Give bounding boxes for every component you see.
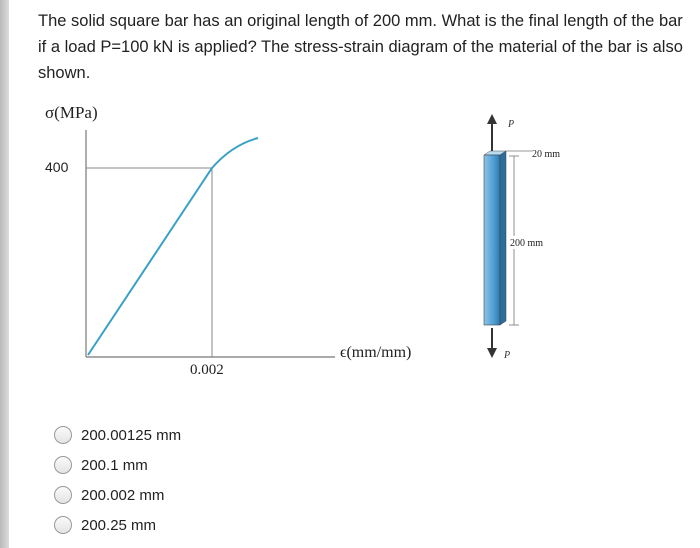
arrow-head (487, 348, 497, 358)
y-axis-label: σ(MPa) (45, 103, 98, 122)
load-label: P (503, 350, 510, 361)
radio-button[interactable] (54, 426, 72, 444)
option-label[interactable]: 200.25 mm (81, 516, 157, 534)
options: 200.00125 mm 200.1 mm 200.002 mm 200.25 mm (54, 420, 181, 540)
option[interactable]: 200.002 mm (54, 480, 181, 510)
option[interactable]: 200.25 mm (54, 510, 181, 540)
bar-diagram: P P 20 mm 200 mm (483, 114, 560, 361)
x-tick-label: 0.002 (190, 362, 224, 378)
option-label[interactable]: 200.002 mm (81, 486, 165, 504)
question-text: The solid square bar has an original len… (38, 12, 683, 82)
option-label[interactable]: 200.1 mm (81, 456, 148, 474)
length-label: 200 mm (510, 238, 543, 249)
option-label[interactable]: 200.00125 mm (81, 426, 182, 444)
stress-strain-diagram: σ(MPa) 400 0.002 ϵ(mm/mm) (45, 103, 411, 378)
radio-button[interactable] (54, 486, 72, 504)
width-label: 20 mm (532, 149, 560, 160)
radio-button[interactable] (54, 516, 72, 534)
load-label: P (507, 119, 514, 130)
label-bg (509, 236, 553, 249)
window-edge (0, 0, 9, 548)
curve (87, 137, 259, 356)
bar (483, 154, 501, 326)
x-axis-label: ϵ(mm/mm) (340, 344, 411, 361)
bar-side (499, 150, 507, 326)
option[interactable]: 200.00125 mm (54, 420, 181, 450)
y-tick-label: 400 (45, 159, 69, 175)
radio-button[interactable] (54, 456, 72, 474)
option[interactable]: 200.1 mm (54, 450, 181, 480)
arrow-head (487, 114, 497, 124)
